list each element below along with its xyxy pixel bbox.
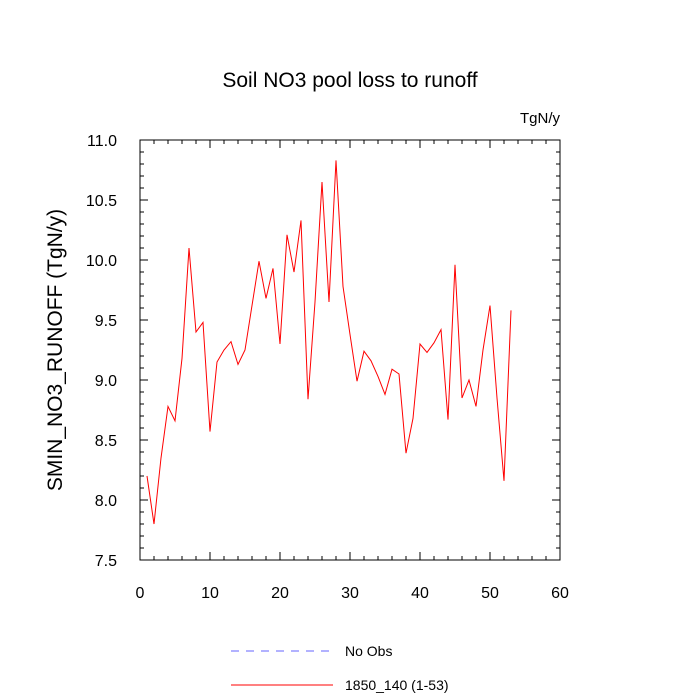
y-tick-label: 8.5	[95, 433, 117, 450]
x-tick-label: 10	[201, 585, 219, 602]
x-tick-label: 30	[341, 585, 359, 602]
axis-tick-labels: 0 10 20 30 40 50 60 7.5 8.0 8.5 9.0 9.5 10.0 10.5 11.0	[86, 133, 569, 602]
y-tick-label: 9.5	[95, 313, 117, 330]
x-tick-label: 0	[136, 585, 145, 602]
y-tick-label: 7.5	[95, 553, 117, 570]
x-tick-label: 40	[411, 585, 429, 602]
chart-title: Soil NO3 pool loss to runoff	[222, 69, 477, 92]
y-tick-label: 10.0	[86, 253, 117, 270]
plot-frame	[139, 139, 561, 561]
x-tick-label: 20	[271, 585, 289, 602]
y-axis-label: SMIN_NO3_RUNOFF (TgN/y)	[44, 209, 67, 491]
y-tick-label: 8.0	[95, 493, 117, 510]
units-label: TgN/y	[520, 110, 561, 127]
y-tick-label: 9.0	[95, 373, 117, 390]
legend: No Obs 1850_140 (1-53)	[231, 643, 449, 693]
x-tick-label: 50	[481, 585, 499, 602]
axis-ticks	[139, 139, 561, 561]
y-tick-label: 10.5	[86, 193, 117, 210]
x-tick-label: 60	[551, 585, 569, 602]
legend-label: 1850_140 (1-53)	[345, 677, 449, 693]
legend-label: No Obs	[345, 643, 392, 659]
y-tick-label: 11.0	[87, 133, 117, 150]
series-line	[146, 160, 512, 525]
series-layer	[146, 160, 512, 525]
